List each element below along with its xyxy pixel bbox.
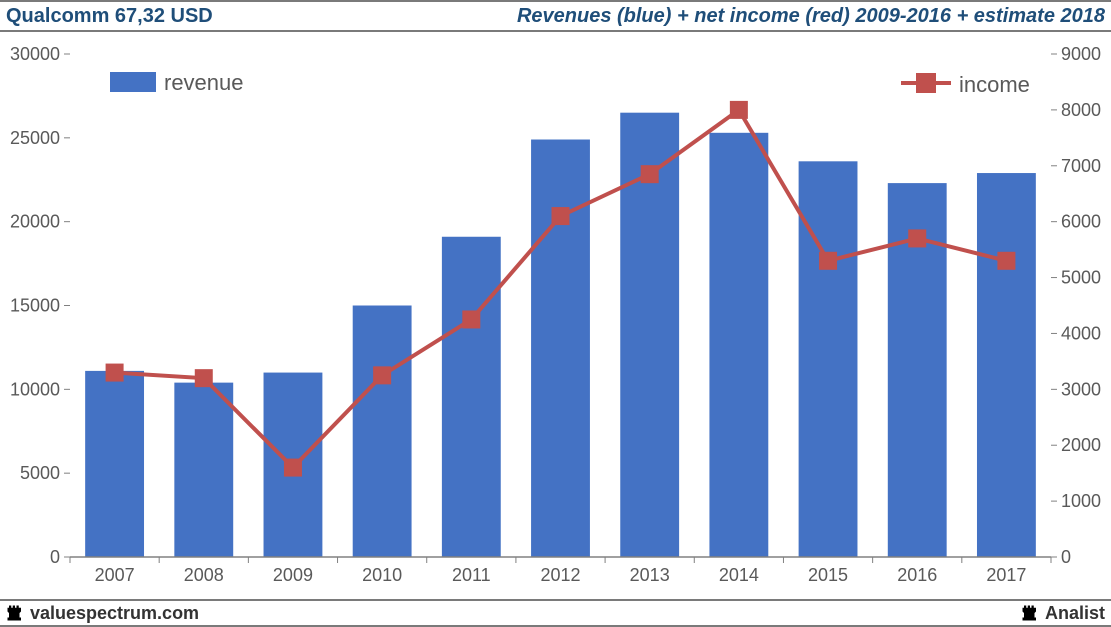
- header-title-left: Qualcomm 67,32 USD: [6, 5, 213, 28]
- bar: [799, 161, 858, 557]
- header-bar: Qualcomm 67,32 USD Revenues (blue) + net…: [0, 0, 1111, 32]
- svg-text:2007: 2007: [95, 565, 135, 585]
- chart-frame: Qualcomm 67,32 USD Revenues (blue) + net…: [0, 0, 1111, 627]
- svg-text:0: 0: [50, 547, 60, 567]
- svg-text:2017: 2017: [986, 565, 1026, 585]
- income-marker: [284, 459, 302, 477]
- income-marker: [106, 364, 124, 382]
- svg-text:0: 0: [1061, 547, 1071, 567]
- bar: [531, 140, 590, 557]
- income-marker: [730, 101, 748, 119]
- legend-income-label: income: [959, 72, 1030, 97]
- rook-icon: [6, 604, 24, 622]
- svg-text:2015: 2015: [808, 565, 848, 585]
- income-marker: [373, 366, 391, 384]
- svg-text:6000: 6000: [1061, 212, 1101, 232]
- svg-text:2010: 2010: [362, 565, 402, 585]
- svg-text:9000: 9000: [1061, 44, 1101, 64]
- svg-text:5000: 5000: [1061, 268, 1101, 288]
- bar: [977, 173, 1036, 557]
- combo-chart: 0 5000 10000 15000 20000 25000 30000 0 1000 2000 3…: [0, 34, 1111, 597]
- svg-text:2011: 2011: [452, 565, 491, 585]
- footer-bar: valuespectrum.com Analist: [0, 599, 1111, 627]
- svg-text:7000: 7000: [1061, 156, 1101, 176]
- svg-text:4000: 4000: [1061, 323, 1101, 343]
- legend-revenue-swatch: [110, 72, 156, 92]
- footer-brand-right: Analist: [1021, 603, 1105, 624]
- svg-text:1000: 1000: [1061, 491, 1101, 511]
- rook-icon: [1021, 604, 1039, 622]
- svg-text:10000: 10000: [10, 379, 60, 399]
- header-title-right: Revenues (blue) + net income (red) 2009-…: [517, 5, 1105, 28]
- svg-text:30000: 30000: [10, 44, 60, 64]
- footer-right-text: Analist: [1045, 603, 1105, 624]
- svg-text:8000: 8000: [1061, 100, 1101, 120]
- bar: [174, 383, 233, 557]
- svg-text:2016: 2016: [897, 565, 937, 585]
- income-marker: [641, 165, 659, 183]
- legend-income-marker: [916, 73, 936, 93]
- bar: [353, 306, 412, 558]
- income-marker: [908, 229, 926, 247]
- bar: [85, 371, 144, 557]
- svg-text:2012: 2012: [540, 565, 580, 585]
- income-marker: [195, 369, 213, 387]
- svg-text:25000: 25000: [10, 128, 60, 148]
- svg-text:2008: 2008: [184, 565, 224, 585]
- income-marker: [552, 207, 570, 225]
- svg-text:5000: 5000: [20, 463, 60, 483]
- legend-revenue-label: revenue: [164, 70, 244, 95]
- svg-text:15000: 15000: [10, 296, 60, 316]
- svg-text:3000: 3000: [1061, 379, 1101, 399]
- footer-left-text: valuespectrum.com: [30, 603, 199, 624]
- bar: [709, 133, 768, 557]
- svg-text:2014: 2014: [719, 565, 759, 585]
- svg-text:20000: 20000: [10, 212, 60, 232]
- income-marker: [462, 310, 480, 328]
- chart-area: 0 5000 10000 15000 20000 25000 30000 0 1000 2000 3…: [0, 34, 1111, 597]
- svg-text:2000: 2000: [1061, 435, 1101, 455]
- svg-text:2009: 2009: [273, 565, 313, 585]
- bar: [442, 237, 501, 557]
- svg-text:2013: 2013: [630, 565, 670, 585]
- income-marker: [997, 252, 1015, 270]
- footer-brand-left: valuespectrum.com: [6, 603, 199, 624]
- income-marker: [819, 252, 837, 270]
